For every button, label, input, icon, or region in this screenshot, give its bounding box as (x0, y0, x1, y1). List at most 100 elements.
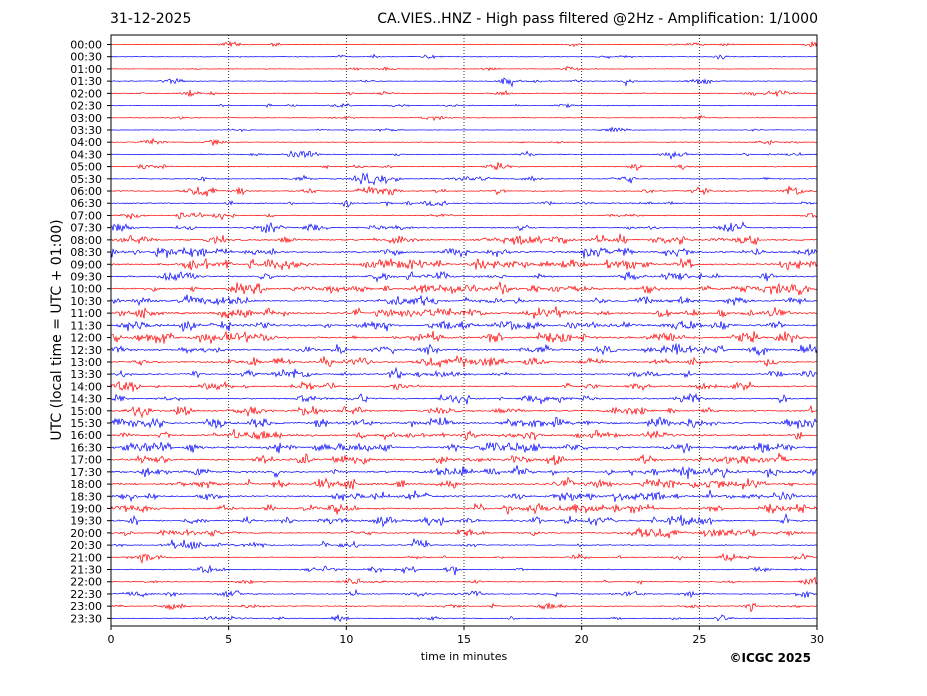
y-tick-label: 14:30 (70, 393, 102, 406)
trace-0830 (110, 246, 818, 259)
y-tick-label: 05:00 (70, 161, 102, 174)
y-tick-label: 04:30 (70, 148, 102, 161)
y-tick-label: 09:30 (70, 270, 102, 283)
y-tick-label: 13:00 (70, 356, 102, 369)
trace-0730 (110, 221, 818, 234)
y-tick-label: 14:00 (70, 380, 102, 393)
y-tick-label: 22:30 (70, 588, 102, 601)
trace-0530 (110, 172, 818, 186)
trace-2030 (110, 537, 818, 551)
trace-0500 (110, 162, 818, 172)
trace-1330 (110, 366, 818, 379)
trace-0030 (110, 53, 818, 60)
y-tick-label: 23:30 (70, 612, 102, 625)
x-tick-label: 25 (692, 633, 706, 646)
y-tick-label: 03:30 (70, 124, 102, 137)
trace-0230 (110, 102, 818, 109)
seismic-traces (110, 41, 818, 622)
y-tick-label: 02:30 (70, 100, 102, 113)
trace-0400 (110, 137, 818, 146)
trace-1930 (110, 513, 818, 528)
y-tick-label: 16:30 (70, 441, 102, 454)
trace-0800 (110, 233, 818, 246)
y-tick-label: 18:30 (70, 490, 102, 503)
y-tick-label: 21:30 (70, 564, 102, 577)
trace-0630 (110, 200, 818, 209)
trace-0300 (110, 114, 818, 122)
y-tick-label: 09:00 (70, 258, 102, 271)
trace-1730 (110, 465, 818, 480)
trace-1300 (110, 354, 818, 368)
x-tick-label: 30 (810, 633, 824, 646)
y-tick-label: 23:00 (70, 600, 102, 613)
trace-2000 (110, 526, 818, 539)
y-tick-label: 20:00 (70, 527, 102, 540)
y-tick-label: 01:30 (70, 75, 102, 88)
copyright-notice: ©ICGC 2025 (729, 651, 811, 665)
trace-1800 (110, 476, 818, 490)
x-tick-label: 0 (108, 633, 115, 646)
trace-1830 (110, 489, 818, 503)
y-tick-label: 01:00 (70, 63, 102, 76)
trace-1000 (110, 281, 818, 296)
trace-1400 (110, 380, 818, 392)
y-tick-label: 04:00 (70, 136, 102, 149)
grid-lines (228, 35, 700, 626)
trace-1430 (110, 392, 818, 405)
trace-0430 (110, 150, 818, 160)
trace-0100 (110, 65, 818, 72)
y-tick-label: 07:30 (70, 222, 102, 235)
y-tick-label: 10:30 (70, 295, 102, 308)
y-tick-label: 19:30 (70, 515, 102, 528)
trace-1100 (110, 306, 818, 319)
trace-2230 (110, 588, 818, 599)
y-tick-label: 06:30 (70, 197, 102, 210)
y-tick-label: 18:00 (70, 478, 102, 491)
trace-1230 (110, 343, 818, 357)
y-tick-label: 07:00 (70, 209, 102, 222)
x-tick-label: 5 (225, 633, 232, 646)
trace-1530 (110, 416, 818, 429)
y-tick-label: 08:30 (70, 246, 102, 259)
trace-1600 (110, 428, 818, 441)
y-tick-label: 10:00 (70, 283, 102, 296)
chart-date: 31-12-2025 (110, 11, 192, 27)
trace-1630 (110, 441, 818, 455)
trace-0700 (110, 211, 818, 221)
y-tick-label: 20:30 (70, 539, 102, 552)
y-tick-label: 00:00 (70, 39, 102, 52)
trace-2200 (110, 576, 818, 586)
trace-1030 (110, 294, 818, 307)
y-tick-label: 21:00 (70, 551, 102, 564)
trace-0930 (110, 270, 818, 283)
trace-0130 (110, 77, 818, 88)
y-ticks: 00:0000:3001:0001:3002:0002:3003:0003:30… (70, 39, 111, 625)
x-axis-label: time in minutes (420, 650, 508, 663)
trace-2330 (110, 614, 818, 622)
trace-2300 (110, 602, 818, 613)
trace-2130 (110, 564, 818, 576)
x-tick-label: 15 (457, 633, 471, 646)
y-tick-label: 11:00 (70, 307, 102, 320)
y-tick-label: 15:30 (70, 417, 102, 430)
y-tick-label: 00:30 (70, 51, 102, 64)
x-tick-label: 20 (575, 633, 589, 646)
y-tick-label: 12:30 (70, 344, 102, 357)
y-tick-label: 22:00 (70, 576, 102, 589)
trace-0000 (111, 41, 818, 48)
x-ticks: 0 5 10 15 20 25 30 (108, 626, 824, 646)
y-tick-label: 16:00 (70, 429, 102, 442)
trace-1700 (110, 452, 818, 466)
y-tick-label: 17:30 (70, 466, 102, 479)
y-tick-label: 13:30 (70, 368, 102, 381)
plot-frame (110, 34, 818, 627)
trace-0900 (110, 257, 818, 271)
y-tick-label: 06:00 (70, 185, 102, 198)
trace-0200 (110, 89, 818, 98)
y-tick-label: 03:00 (70, 112, 102, 125)
y-tick-label: 15:00 (70, 405, 102, 418)
x-tick-label: 10 (339, 633, 353, 646)
y-tick-label: 19:00 (70, 502, 102, 515)
trace-1500 (110, 404, 818, 419)
